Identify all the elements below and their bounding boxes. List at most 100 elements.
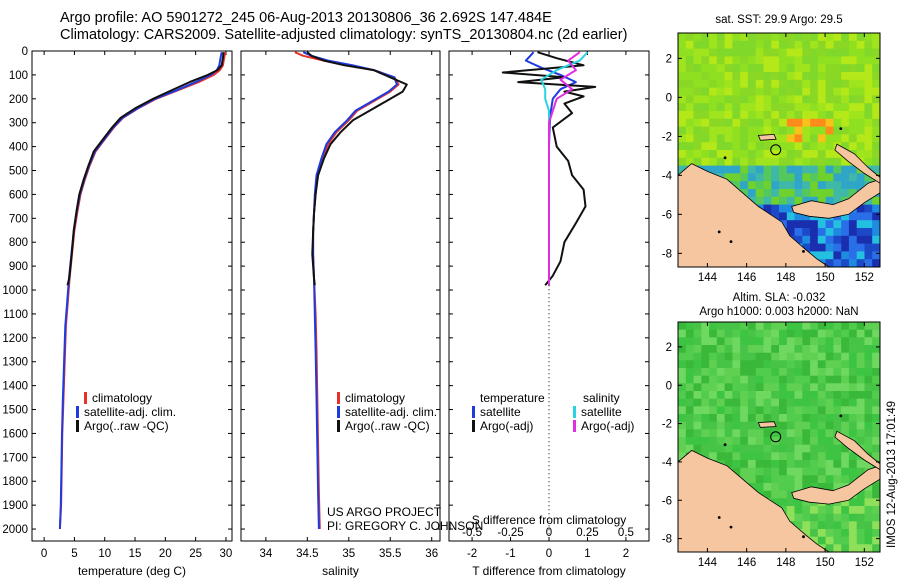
map-cell bbox=[771, 437, 780, 446]
small-island bbox=[839, 414, 843, 418]
map-cell bbox=[817, 529, 827, 538]
map-cell bbox=[848, 181, 858, 190]
map-cell bbox=[833, 467, 842, 476]
map-cell bbox=[701, 452, 710, 461]
map-cell bbox=[724, 452, 733, 461]
y-tick-label: 0 bbox=[22, 46, 28, 58]
map-cell bbox=[841, 243, 850, 252]
map-cell bbox=[810, 460, 819, 469]
y-tick-label: 1000 bbox=[2, 285, 28, 297]
map-cell bbox=[864, 87, 873, 96]
map-cell bbox=[678, 391, 687, 400]
map-cell bbox=[817, 228, 827, 237]
map-cell bbox=[825, 536, 834, 545]
map-cell bbox=[763, 79, 772, 89]
map-cell bbox=[693, 95, 702, 104]
map-cell bbox=[864, 490, 873, 499]
map-cell bbox=[810, 375, 819, 384]
x-tick-label: 148 bbox=[776, 272, 795, 284]
map-cell bbox=[755, 360, 765, 369]
map-cell bbox=[755, 368, 765, 377]
map-cell bbox=[693, 383, 702, 392]
map-cell bbox=[732, 134, 741, 143]
map-cell bbox=[779, 165, 788, 174]
map-cell bbox=[693, 329, 702, 338]
map-cell bbox=[856, 368, 866, 377]
map-cell bbox=[848, 103, 858, 112]
map-cell bbox=[701, 322, 710, 331]
map-cell bbox=[771, 79, 780, 89]
map-cell bbox=[740, 103, 749, 112]
map-cell bbox=[740, 337, 749, 346]
map-cell bbox=[763, 103, 772, 112]
map-cell bbox=[864, 429, 873, 438]
map-cell bbox=[763, 375, 772, 384]
map-cell bbox=[779, 95, 788, 104]
map-cell bbox=[856, 391, 866, 400]
map-cell bbox=[856, 437, 866, 446]
map-cell bbox=[771, 157, 780, 167]
map-cell bbox=[833, 72, 842, 81]
map-cell bbox=[716, 444, 726, 453]
map-cell bbox=[732, 467, 741, 476]
map-cell bbox=[856, 118, 866, 128]
map-cell bbox=[678, 103, 687, 112]
series-group bbox=[58, 52, 227, 530]
map-cell bbox=[817, 352, 827, 361]
map-cell bbox=[724, 329, 733, 338]
x-tick-label: 2 bbox=[623, 548, 629, 560]
map-cell bbox=[810, 414, 819, 423]
map-cell bbox=[825, 375, 834, 384]
map-cell bbox=[794, 111, 803, 120]
map-cell bbox=[685, 437, 695, 446]
map-cell bbox=[786, 375, 796, 384]
map-cell bbox=[833, 329, 842, 338]
map-cell bbox=[794, 329, 803, 338]
map-cell bbox=[724, 118, 733, 128]
map-cell bbox=[716, 352, 726, 361]
map-cell bbox=[810, 72, 819, 81]
map-cell bbox=[747, 345, 757, 354]
map-cell bbox=[848, 173, 858, 182]
map-cell bbox=[716, 375, 726, 384]
map-cell bbox=[779, 157, 788, 167]
map-cell bbox=[685, 406, 695, 415]
map-cell bbox=[802, 345, 811, 354]
map-cell bbox=[802, 368, 811, 377]
map-cell bbox=[841, 72, 850, 81]
map-cell bbox=[747, 368, 757, 377]
map-cell bbox=[802, 196, 811, 206]
map-cell bbox=[724, 429, 733, 438]
map-cell bbox=[872, 204, 880, 213]
map-cell bbox=[763, 345, 772, 354]
map-cell bbox=[779, 118, 788, 128]
map-cell bbox=[817, 196, 827, 206]
map-cell bbox=[724, 79, 733, 89]
map-cell bbox=[802, 165, 811, 174]
map-cell bbox=[755, 72, 765, 81]
map-cell bbox=[747, 40, 757, 50]
map-cell bbox=[825, 40, 834, 50]
map-cell bbox=[716, 345, 726, 354]
map-cell bbox=[685, 134, 695, 143]
map-cell bbox=[825, 483, 834, 492]
map-cell bbox=[794, 483, 803, 492]
map-cell bbox=[802, 513, 811, 522]
map-cell bbox=[709, 56, 718, 65]
map-cell bbox=[771, 142, 780, 151]
map-cell bbox=[856, 235, 866, 245]
map-cell bbox=[864, 33, 873, 42]
map-cell bbox=[709, 329, 718, 338]
map-cell bbox=[817, 536, 827, 545]
map-cell bbox=[841, 506, 850, 515]
map-cell bbox=[701, 383, 710, 392]
map-cell bbox=[833, 40, 842, 50]
map-cell bbox=[794, 48, 803, 57]
x-tick-label: 20 bbox=[159, 548, 172, 560]
map-cell bbox=[794, 506, 803, 515]
map-cell bbox=[786, 360, 796, 369]
map-cell bbox=[817, 95, 827, 104]
map-cell bbox=[701, 414, 710, 423]
map-cell bbox=[864, 220, 873, 229]
map-cell bbox=[693, 40, 702, 50]
